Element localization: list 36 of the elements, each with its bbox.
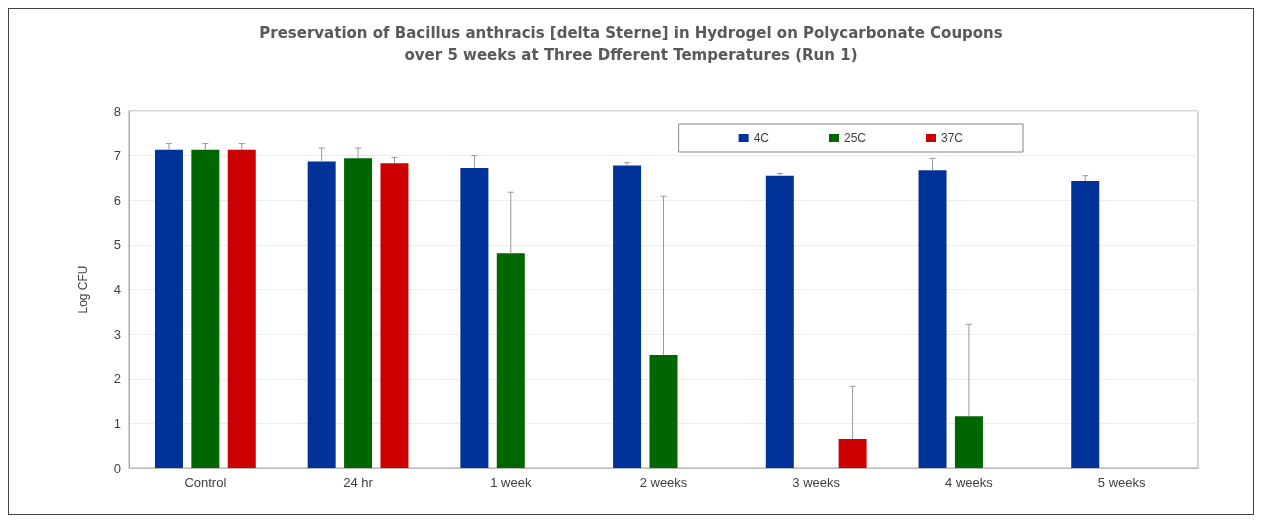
bar [380, 163, 409, 468]
bar [649, 355, 678, 468]
y-axis-title: Log CFU [76, 265, 90, 314]
bar [344, 158, 373, 468]
legend-label: 25C [843, 131, 867, 145]
bar [1071, 181, 1100, 468]
legend-label: 4C [753, 131, 770, 145]
legend-label: 37C [940, 131, 964, 145]
y-tick-label: 6 [113, 192, 121, 208]
chart-title: Preservation of Bacillus anthracis [delta Sterne] in Hydrogel on Polycarbonate Coupons over 5 weeks at Three Dfferent Temperatures (Run 1) [259, 24, 1003, 64]
bar [765, 175, 794, 468]
bar [460, 168, 489, 468]
x-tick-label: 2 weeks [639, 475, 688, 490]
x-tick-label: Control [184, 475, 227, 490]
bar [838, 438, 867, 468]
x-tick-label: 4 weeks [945, 475, 994, 490]
y-tick-label: 5 [113, 237, 121, 253]
bar [613, 165, 642, 468]
y-tick-label: 2 [113, 371, 121, 387]
bar [918, 170, 947, 468]
bar [496, 253, 525, 468]
bar [307, 161, 336, 468]
x-tick-label: 24 hr [343, 475, 374, 490]
y-tick-label: 1 [113, 415, 121, 431]
y-tick-label: 4 [113, 282, 121, 297]
x-tick-label: 1 week [490, 475, 532, 490]
y-tick-label: 0 [113, 460, 121, 476]
bar [191, 149, 220, 468]
bar [227, 149, 256, 468]
y-tick-label: 8 [113, 103, 121, 119]
bar [154, 149, 183, 468]
y-tick-label: 3 [113, 326, 121, 342]
x-tick-label: 3 weeks [792, 475, 841, 490]
y-tick-label: 7 [113, 148, 121, 164]
bar [954, 416, 983, 468]
x-tick-label: 5 weeks [1097, 475, 1146, 490]
